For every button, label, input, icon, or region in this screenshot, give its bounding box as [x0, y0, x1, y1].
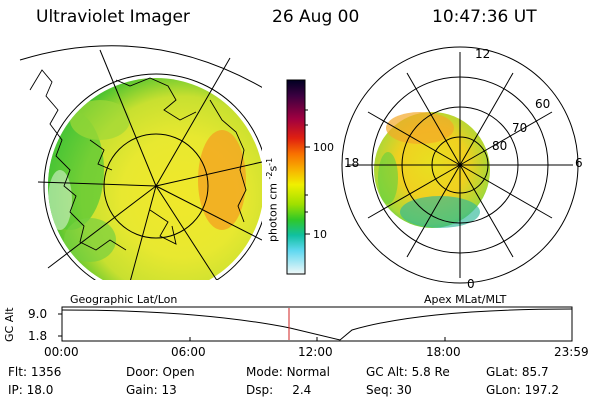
mlt-label-6: 6	[575, 156, 583, 170]
sequence-number: Seq: 30	[366, 383, 412, 397]
mlt-label-0: 0	[467, 277, 475, 291]
time-tick-1800: 18:00	[426, 345, 461, 359]
observation-time: 10:47:36 UT	[432, 7, 537, 27]
altitude-axis-label: GC Alt	[3, 307, 16, 342]
mlt-label-18: 18	[344, 156, 360, 170]
time-tick-0000: 00:00	[44, 345, 79, 359]
polar-panel-label: Apex MLat/MLT	[424, 293, 507, 306]
geographic-panel-label: Geographic Lat/Lon	[70, 293, 178, 306]
gain-value: Gain: 13	[126, 383, 177, 397]
mlat-label-70: 70	[512, 121, 528, 135]
time-tick-2359: 23:59	[554, 345, 589, 359]
mlat-label-60: 60	[535, 97, 551, 111]
observation-date: 26 Aug 00	[272, 7, 360, 27]
geographic-latitude: GLat: 85.7	[486, 365, 549, 379]
instrument-title: Ultraviolet Imager	[36, 7, 190, 27]
mlt-label-12: 12	[475, 47, 491, 61]
door-status: Door: Open	[126, 365, 195, 379]
geographic-longitude: GLon: 197.2	[486, 383, 559, 397]
mode-status: Mode: Normal	[246, 365, 330, 379]
flight-number: Flt: 1356	[8, 365, 62, 379]
colorbar-tick-100: 100	[313, 141, 334, 154]
mlat-label-80: 80	[492, 139, 508, 153]
altitude-axis-top: 9.0	[28, 307, 48, 321]
ip-value: IP: 18.0	[8, 383, 54, 397]
time-tick-0600: 06:00	[171, 345, 206, 359]
gc-altitude: GC Alt: 5.8 Re	[366, 365, 450, 379]
dsp-value: Dsp: 2.4	[246, 383, 312, 397]
colorbar-tick-10: 10	[313, 228, 327, 241]
altitude-axis-bottom: 1.8	[28, 329, 48, 343]
time-tick-1200: 12:00	[298, 345, 333, 359]
